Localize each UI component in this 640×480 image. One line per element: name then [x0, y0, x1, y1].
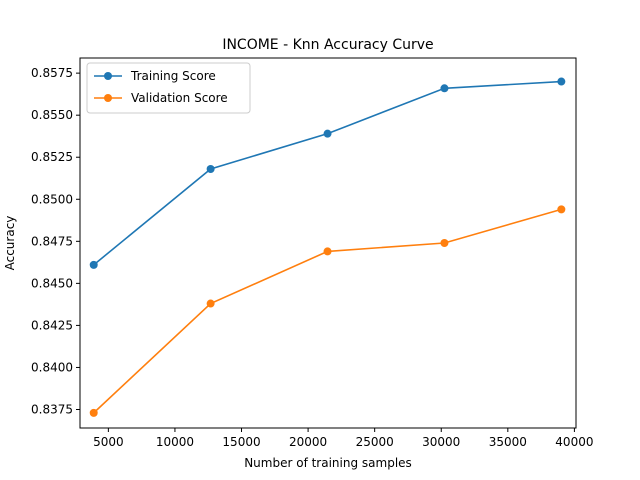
- y-tick-label-6: 0.8525: [31, 150, 73, 164]
- x-tick-label-0: 5000: [93, 435, 124, 449]
- x-axis-title: Number of training samples: [244, 456, 412, 470]
- legend-marker-0: [104, 72, 112, 80]
- y-tick-label-2: 0.8425: [31, 318, 73, 332]
- x-tick-label-3: 20000: [289, 435, 327, 449]
- series-1-point-3: [440, 239, 449, 247]
- legend-label-0: Training Score: [130, 69, 216, 83]
- axis-ticks: 5000 10000 15000 20000 25000 30000 35000 40000 0…: [31, 66, 593, 449]
- chart-title: INCOME - Knn Accuracy Curve: [222, 37, 433, 53]
- legend-label-1: Validation Score: [131, 91, 228, 105]
- series-0-point-0: [89, 260, 98, 269]
- series-1-point-0: [89, 408, 98, 417]
- legend: Training Score Validation Score: [86, 62, 251, 114]
- y-tick-label-0: 0.8375: [31, 403, 73, 417]
- series-line-1: [93, 208, 562, 414]
- y-tick-label-1: 0.8400: [31, 360, 73, 374]
- plot-area: [79, 57, 577, 429]
- series-1-point-2: [323, 247, 332, 256]
- legend-marker-1: [104, 94, 112, 102]
- x-tick-label-1: 10000: [156, 435, 194, 449]
- x-tick-label-5: 30000: [422, 435, 460, 449]
- y-tick-label-5: 0.8500: [31, 192, 73, 206]
- x-tick-label-7: 40000: [555, 435, 593, 449]
- data-lines: [89, 77, 566, 417]
- series-0-point-3: [440, 84, 449, 93]
- y-axis-title: Accuracy: [3, 216, 17, 271]
- x-tick-label-4: 25000: [356, 435, 394, 449]
- series-0-point-4: [557, 77, 566, 86]
- y-tick-label-4: 0.8475: [31, 234, 73, 248]
- y-tick-label-3: 0.8450: [31, 276, 73, 290]
- x-tick-label-2: 15000: [222, 435, 260, 449]
- legend-box: [86, 62, 251, 114]
- series-0-point-2: [323, 129, 332, 138]
- series-1-point-1: [206, 299, 215, 308]
- y-tick-label-8: 0.8575: [31, 66, 73, 80]
- y-tick-label-7: 0.8550: [31, 108, 73, 122]
- series-0-point-1: [206, 165, 215, 173]
- series-1-point-4: [557, 205, 566, 214]
- x-tick-label-6: 35000: [489, 435, 527, 449]
